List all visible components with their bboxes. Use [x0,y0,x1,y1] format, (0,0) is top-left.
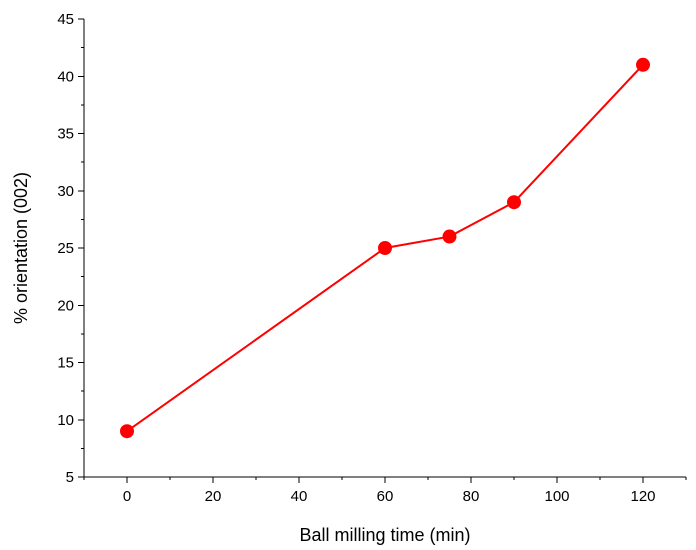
x-tick-label: 20 [205,488,222,505]
data-point [378,241,392,255]
x-tick-label: 40 [291,488,308,505]
x-axis: 0 20 40 60 80 100 120 [83,477,687,505]
y-tick-label: 15 [57,355,74,372]
y-tick-label: 35 [57,126,74,143]
x-tick-label: 0 [123,488,131,505]
x-tick-label: 120 [630,488,655,505]
data-point [636,57,650,72]
y-axis: 5 10 15 20 25 30 35 40 45 [57,11,84,486]
y-tick-label: 40 [57,68,74,85]
y-tick-label: 25 [57,240,74,257]
y-tick-label: 45 [57,11,74,28]
x-tick-label: 80 [463,488,480,505]
y-tick-label: 30 [57,183,74,200]
x-tick-label: 100 [544,488,569,505]
y-axis-title: % orientation (002) [11,172,31,324]
x-tick-label: 60 [377,488,394,505]
y-tick-label: 10 [57,412,74,429]
y-tick-label: 5 [66,469,74,486]
data-point [120,424,134,439]
y-tick-label: 20 [57,297,74,314]
data-point [442,229,457,244]
x-axis-title: Ball milling time (min) [299,525,470,545]
series-layer [120,57,650,439]
data-point [507,195,521,210]
